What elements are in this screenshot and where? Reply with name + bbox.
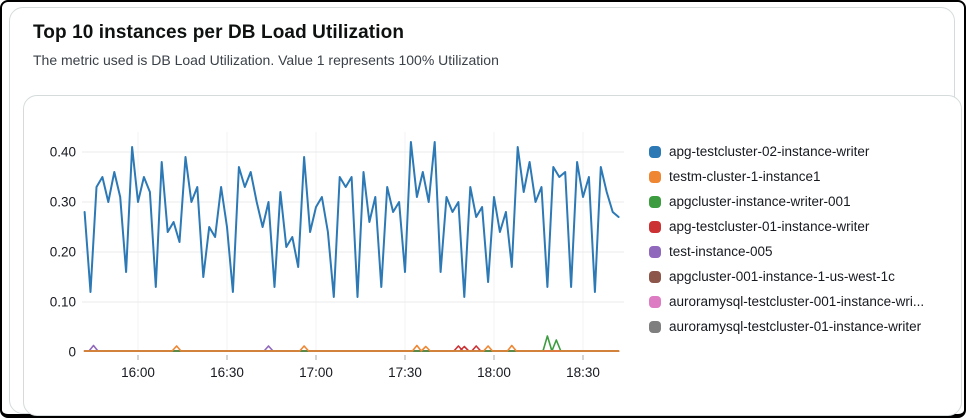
series-line-apg-testcluster-02-instance-writer — [83, 141, 620, 298]
y-tick-label: 0.30 — [50, 195, 76, 210]
legend-item[interactable]: apg-testcluster-01-instance-writer — [649, 218, 924, 235]
series-line-test-instance-005 — [83, 344, 620, 352]
chart-panel: 16:00 16:30 17:00 17:30 18:00 18:30 0.40 0.30 0.… — [23, 95, 962, 416]
legend-swatch — [649, 320, 661, 333]
legend-label: auroramysql-testcluster-001-instance-wri… — [669, 294, 925, 309]
legend-swatch — [649, 195, 661, 208]
legend-label: apg-testcluster-02-instance-writer — [669, 144, 870, 159]
y-tick-label: 0.40 — [50, 145, 76, 160]
legend-swatch — [649, 145, 661, 158]
legend-swatch — [649, 220, 661, 233]
legend-swatch — [649, 245, 661, 258]
series-line-apg-testcluster-01-instance-writer — [83, 345, 620, 352]
legend-swatch — [649, 270, 661, 283]
legend-item[interactable]: apg-testcluster-02-instance-writer — [649, 143, 924, 160]
page-subtitle: The metric used is DB Load Utilization. … — [33, 52, 499, 68]
x-tick-label: 18:00 — [477, 365, 511, 380]
x-tick-label: 18:30 — [566, 365, 600, 380]
legend-item[interactable]: auroramysql-testcluster-001-instance-wri… — [649, 293, 924, 310]
series-line-testm-cluster-1-instance1 — [83, 344, 620, 352]
legend-label: test-instance-005 — [669, 244, 773, 259]
legend-swatch — [649, 295, 661, 308]
legend-item[interactable]: testm-cluster-1-instance1 — [649, 168, 924, 185]
legend-item[interactable]: apgcluster-instance-writer-001 — [649, 193, 924, 210]
series-line-apgcluster-instance-writer-001 — [83, 335, 620, 352]
db-load-chart: 16:00 16:30 17:00 17:30 18:00 18:30 0.40 0.30 0.… — [50, 132, 624, 380]
y-tick-label: 0.10 — [50, 295, 76, 310]
legend-label: auroramysql-testcluster-01-instance-writ… — [669, 319, 922, 334]
legend-item[interactable]: test-instance-005 — [649, 243, 924, 260]
legend-label: apg-testcluster-01-instance-writer — [669, 219, 870, 234]
x-tick-label: 17:00 — [299, 365, 333, 380]
legend-item[interactable]: apgcluster-001-instance-1-us-west-1c — [649, 268, 924, 285]
x-tick-label: 17:30 — [388, 365, 422, 380]
y-tick-label: 0 — [68, 345, 76, 360]
legend-item[interactable]: auroramysql-testcluster-01-instance-writ… — [649, 318, 924, 335]
x-tick-label: 16:30 — [210, 365, 244, 380]
y-tick-label: 0.20 — [50, 245, 76, 260]
page-title: Top 10 instances per DB Load Utilization — [33, 22, 405, 43]
legend-swatch — [649, 170, 661, 183]
legend-label: apgcluster-instance-writer-001 — [669, 194, 851, 209]
chart-legend: apg-testcluster-02-instance-writer testm-… — [649, 143, 924, 335]
legend-label: testm-cluster-1-instance1 — [669, 169, 821, 184]
x-tick-label: 16:00 — [121, 365, 155, 380]
widget-card: Top 10 instances per DB Load Utilization… — [9, 7, 962, 416]
legend-label: apgcluster-001-instance-1-us-west-1c — [669, 269, 895, 284]
